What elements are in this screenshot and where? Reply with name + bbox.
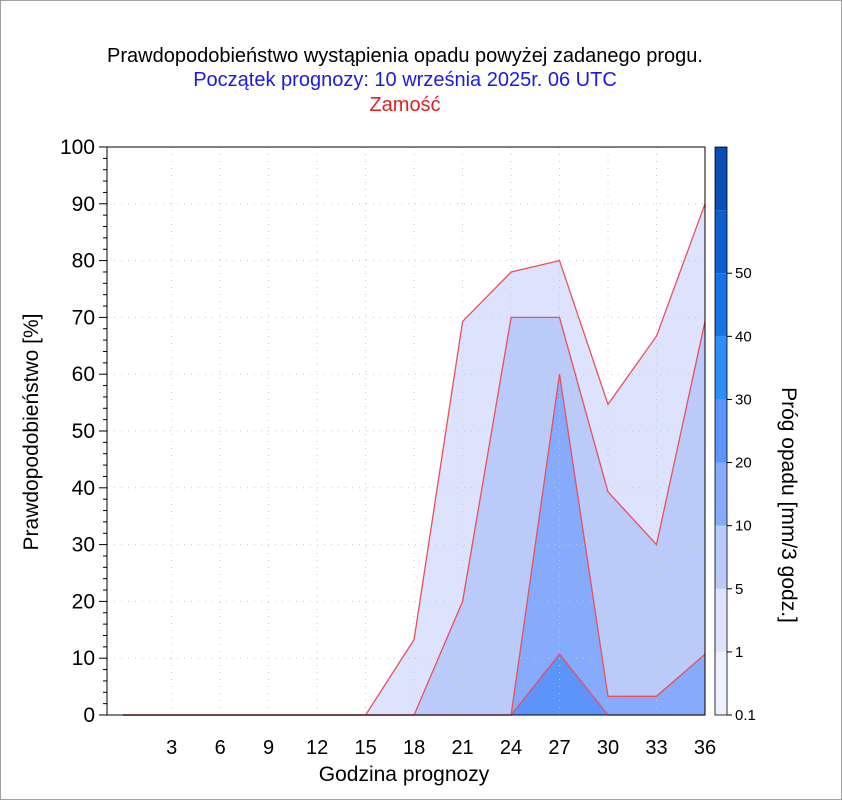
probability-areas	[123, 203, 705, 716]
y-tick-label: 90	[72, 193, 95, 216]
legend-swatch	[715, 462, 727, 526]
x-tick-label: 15	[354, 737, 376, 759]
threshold-legend: 0.1 1 5 10 20 30 40 50	[714, 146, 756, 724]
y-axis-label: Prawdopodobieństwo [%]	[20, 314, 43, 551]
legend-swatch	[715, 210, 727, 274]
x-tick-label: 30	[597, 737, 619, 759]
x-tick-label: 12	[306, 737, 328, 759]
y-tick-label: 70	[72, 306, 95, 329]
legend-tick-label: 30	[735, 391, 752, 408]
legend-tick-label: 0.1	[735, 707, 756, 724]
legend-tick-label: 50	[735, 265, 752, 282]
y-tick-label: 0	[83, 704, 95, 727]
x-tick-label: 27	[548, 737, 570, 759]
x-tick-label: 36	[694, 737, 716, 759]
x-tick-label: 3	[166, 737, 177, 759]
y-tick-label: 30	[72, 534, 95, 557]
legend-tick-label: 10	[735, 518, 752, 535]
location-label: Zamość	[369, 94, 440, 116]
x-tick-label: 24	[500, 737, 522, 759]
area-threshold-5	[123, 374, 705, 715]
y-tick-label: 60	[72, 363, 95, 386]
legend-title: Próg opadu [mm/3 godz.]	[777, 387, 800, 623]
legend-swatch	[715, 147, 727, 211]
x-tick-label: 33	[645, 737, 667, 759]
legend-swatch	[715, 651, 727, 715]
x-tick-label: 21	[451, 737, 473, 759]
chart-title: Prawdopodobieństwo wystąpienia opadu pow…	[107, 45, 703, 67]
chart-subtitle: Początek prognozy: 10 września 2025r. 06…	[193, 69, 617, 91]
legend-tick-label: 1	[735, 644, 743, 661]
legend-swatch	[715, 273, 727, 337]
y-tick-label: 40	[72, 477, 95, 500]
area-threshold-10	[123, 654, 705, 715]
y-tick-label: 10	[72, 647, 95, 670]
x-tick-label: 6	[215, 737, 226, 759]
y-tick-label: 100	[60, 136, 95, 159]
y-tick-label: 80	[72, 250, 95, 273]
legend-swatch	[715, 525, 727, 589]
legend-tick-label: 5	[735, 581, 743, 598]
y-tick-label: 50	[72, 420, 95, 443]
x-axis-label: Godzina prognozy	[319, 763, 490, 786]
legend-swatch	[715, 588, 727, 652]
legend-tick-label: 40	[735, 328, 752, 345]
y-tick-label: 20	[72, 590, 95, 613]
legend-swatch	[715, 399, 727, 463]
x-tick-label: 18	[403, 737, 425, 759]
legend-border	[714, 146, 728, 716]
x-tick-label: 9	[263, 737, 274, 759]
legend-swatch	[715, 336, 727, 400]
legend-tick-label: 20	[735, 455, 752, 472]
